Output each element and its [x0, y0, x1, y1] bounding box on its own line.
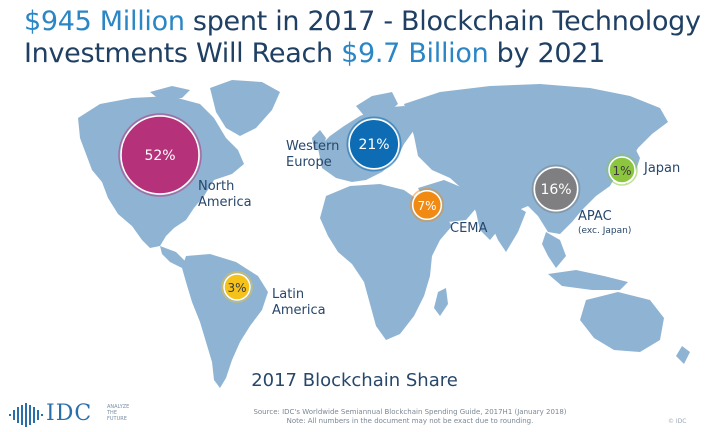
bubble-ring-western-europe: [346, 116, 402, 172]
greenland-shape: [210, 80, 280, 136]
asia-shape: [404, 84, 668, 240]
indonesia-shape: [548, 270, 628, 290]
bubble-ring-north-america: [118, 113, 202, 197]
source-line-2: Note: All numbers in the document may no…: [286, 417, 534, 425]
bubble-value-north-america: 52%: [144, 148, 175, 164]
source-line-1: Source: IDC's Worldwide Semiannual Block…: [253, 408, 567, 416]
headline-line-2: Investments Will Reach $9.7 Billion by 2…: [24, 38, 694, 70]
southeast-asia-shape: [542, 232, 566, 268]
bubble-value-apac: 16%: [540, 182, 571, 198]
india-shape: [490, 204, 526, 252]
bubble-layer: 52% 21% 7% 16% 1% 3%: [118, 113, 638, 303]
bubble-value-japan: 1%: [612, 164, 631, 178]
bubble-value-cema: 7%: [417, 199, 436, 213]
bubble-ring-cema: [409, 187, 445, 223]
bubble-value-latin-america: 3%: [227, 281, 246, 295]
region-label-latin-america: Latin America: [272, 287, 326, 318]
uk-shape: [312, 130, 326, 150]
bubble-apac: [533, 166, 579, 212]
headline: $945 Million spent in 2017 - Blockchain …: [24, 6, 701, 70]
madagascar-shape: [434, 288, 448, 316]
headline-line-1: $945 Million spent in 2017 - Blockchain …: [24, 6, 701, 38]
headline-line-1-segment-0: $945 Million: [24, 6, 185, 37]
bubble-ring-japan: [606, 154, 638, 186]
copyright: © IDC: [668, 418, 687, 425]
region-label-layer: North America Western Europe CEMA APAC (exc. J…: [198, 139, 680, 318]
region-label-japan: Japan: [643, 161, 680, 176]
source-note: Source: IDC's Worldwide Semiannual Block…: [200, 408, 620, 426]
region-label-cema: CEMA: [450, 221, 488, 236]
region-note-apac: (exc. Japan): [578, 226, 631, 236]
bubble-japan: [608, 156, 636, 184]
scandinavia-shape: [356, 92, 398, 118]
logo-tagline: ANALYZE THE FUTURE: [107, 404, 130, 422]
idc-logo-icon: [9, 403, 43, 427]
headline-line-2-segment-2: by 2021: [488, 38, 606, 69]
region-label-western-europe: Western Europe: [286, 139, 339, 170]
region-label-apac: APAC: [578, 209, 612, 224]
south-america-shape: [182, 254, 268, 388]
australia-shape: [580, 292, 664, 352]
bubble-cema: [411, 189, 443, 221]
central-america-shape: [160, 246, 186, 268]
logo-wordmark: IDC: [46, 401, 93, 426]
arctic-islands-shape: [150, 86, 190, 100]
region-label-north-america: North America: [198, 179, 252, 210]
new-zealand-shape: [676, 346, 690, 364]
headline-line-2-segment-0: Investments Will Reach: [24, 38, 342, 69]
bubble-ring-latin-america: [221, 271, 253, 303]
bubble-value-western-europe: 21%: [358, 137, 389, 153]
bubble-western-europe: [348, 118, 400, 170]
bubble-north-america: [120, 115, 200, 195]
headline-line-2-segment-1: $9.7 Billion: [341, 38, 489, 69]
headline-line-1-segment-1: spent in 2017 - Blockchain Technology: [184, 6, 701, 37]
chart-title: 2017 Blockchain Share: [251, 370, 458, 391]
bubble-latin-america: [223, 273, 251, 301]
africa-shape: [320, 184, 452, 340]
bubble-ring-apac: [531, 164, 581, 214]
